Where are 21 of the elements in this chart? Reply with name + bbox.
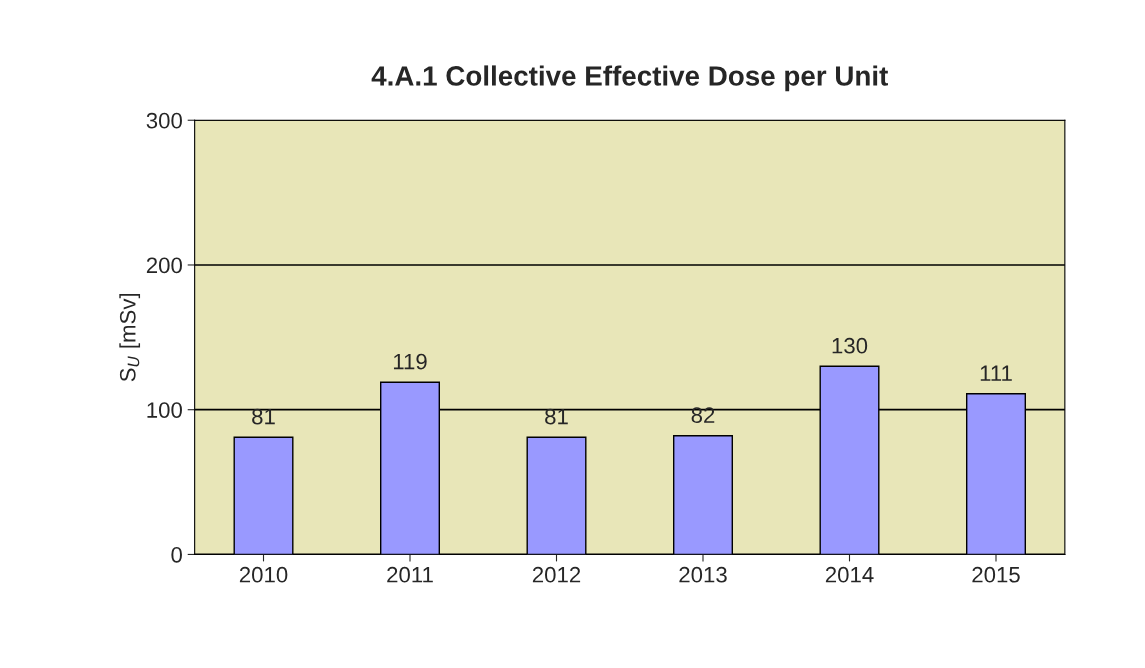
data-label: 130 (832, 337, 868, 354)
data-label: 119 (393, 353, 427, 370)
chart-title: 4.A.1 Collective Effective Dose per Unit (371, 65, 888, 92)
x-tick-label: 2015 (972, 566, 1020, 583)
y-tick-label: 300 (146, 112, 182, 129)
data-label: 81 (545, 408, 568, 425)
y-tick-label: 0 (171, 546, 182, 563)
x-tick-label: 2013 (679, 566, 727, 583)
bar (526, 436, 587, 555)
data-label: 82 (691, 407, 715, 424)
y-tick-label: 100 (147, 402, 182, 418)
x-tick-label: 2011 (387, 566, 433, 583)
bar (233, 436, 294, 555)
bar (673, 435, 733, 555)
x-tick-label: 2012 (532, 566, 581, 583)
data-label: 111 (980, 365, 1012, 381)
x-tick-label: 2014 (825, 566, 874, 583)
x-tick-label: 2010 (239, 566, 288, 583)
data-label: 81 (252, 408, 275, 425)
y-tick-label: 200 (146, 257, 182, 274)
y-axis-title: S$_{U}$ [mSv] (119, 293, 141, 382)
